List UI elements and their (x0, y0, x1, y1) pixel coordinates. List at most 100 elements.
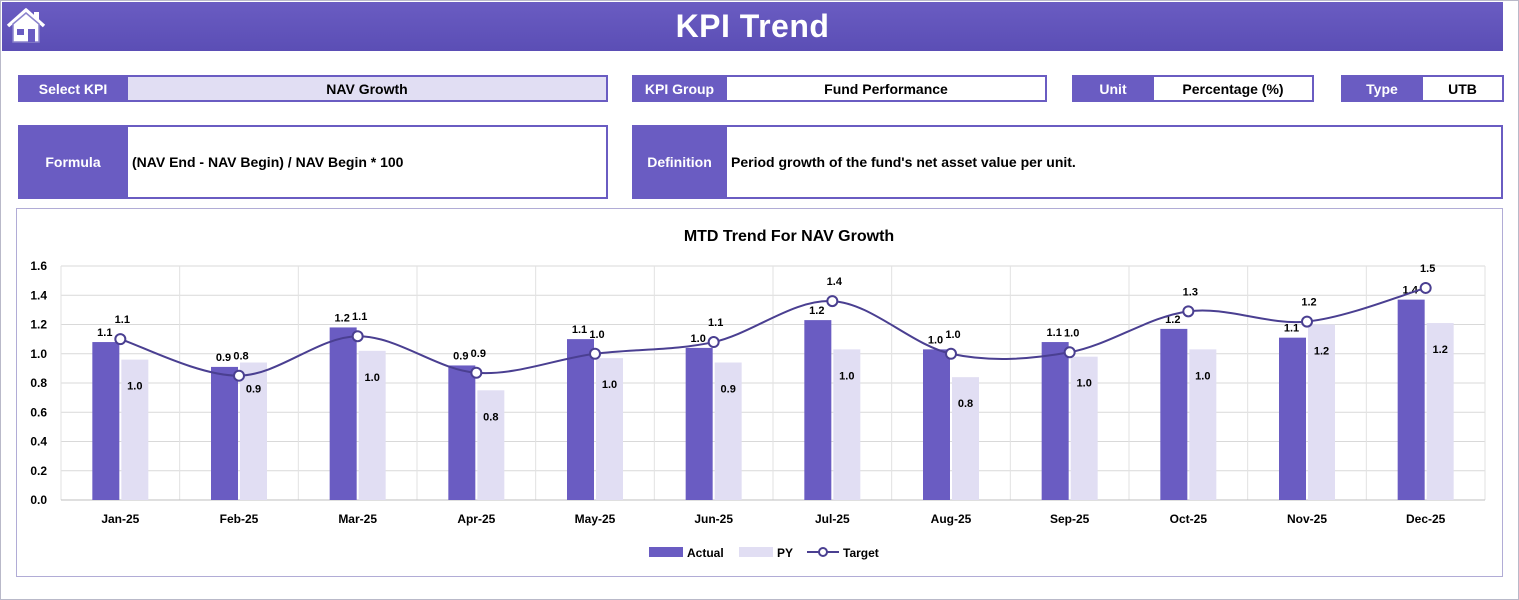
x-tick-label: Jun-25 (694, 512, 733, 526)
x-tick-label: Dec-25 (1406, 512, 1446, 526)
page-title: KPI Trend (675, 8, 830, 44)
label-py: 1.0 (1195, 370, 1210, 382)
select-kpi-group: Select KPI NAV Growth (18, 75, 608, 102)
type-label: Type (1341, 75, 1423, 102)
label-actual: 1.2 (809, 305, 824, 317)
label-py: 1.0 (602, 379, 617, 391)
bar-py (121, 359, 149, 500)
y-tick-label: 1.0 (30, 347, 47, 361)
x-tick-label: Mar-25 (338, 512, 377, 526)
y-tick-label: 1.2 (30, 318, 47, 332)
label-actual: 1.0 (691, 333, 706, 345)
target-point (1301, 315, 1313, 328)
bar-actual (1279, 337, 1306, 500)
bar-py (240, 362, 267, 500)
bar-py (1426, 323, 1454, 500)
formula-group: Formula (NAV End - NAV Begin) / NAV Begi… (18, 125, 608, 199)
x-tick-label: Nov-25 (1287, 512, 1327, 526)
label-target: 1.0 (945, 329, 960, 341)
bar-actual (804, 320, 832, 500)
target-point (470, 366, 483, 379)
target-point (1063, 346, 1076, 359)
label-actual: 1.1 (97, 327, 112, 339)
label-py: 0.9 (721, 384, 736, 396)
x-tick-label: Aug-25 (931, 512, 972, 526)
bar-actual (448, 365, 476, 500)
target-point (589, 347, 601, 360)
label-target: 0.8 (233, 351, 248, 363)
unit-group: Unit Percentage (%) (1072, 75, 1314, 102)
legend-label-target: Target (843, 546, 879, 560)
select-kpi-label: Select KPI (18, 75, 128, 102)
bar-actual (1397, 299, 1425, 500)
label-target: 0.9 (471, 348, 486, 360)
kpi-group-label: KPI Group (632, 75, 727, 102)
bar-py (952, 377, 979, 500)
bar-py (1070, 356, 1098, 500)
label-py: 1.0 (365, 372, 380, 384)
bar-actual (329, 327, 357, 500)
y-tick-label: 0.8 (30, 376, 47, 390)
label-target: 1.4 (827, 276, 843, 288)
bar-py (477, 390, 505, 500)
legend-swatch-py (739, 547, 773, 557)
formula-value: (NAV End - NAV Begin) / NAV Begin * 100 (128, 125, 608, 199)
target-point (1419, 281, 1432, 294)
bar-actual (923, 349, 950, 500)
x-tick-label: Feb-25 (220, 512, 259, 526)
y-tick-label: 1.4 (30, 288, 47, 302)
select-kpi-dropdown[interactable]: NAV Growth (128, 75, 608, 102)
definition-value: Period growth of the fund's net asset va… (727, 125, 1503, 199)
label-target: 1.5 (1420, 263, 1435, 275)
mtd-trend-chart: MTD Trend For NAV Growth 0.0 0.2 0.4 0.6 0.8 1… (30, 228, 1486, 560)
kpi-group-value: Fund Performance (727, 75, 1047, 102)
legend-label-py: PY (777, 546, 793, 560)
label-actual: 1.2 (335, 312, 350, 324)
label-actual: 0.9 (216, 352, 231, 364)
target-point (351, 330, 364, 343)
x-tick-label: Jan-25 (101, 512, 139, 526)
label-py: 0.8 (483, 411, 498, 423)
home-icon[interactable] (4, 4, 48, 46)
x-tick-label: Oct-25 (1170, 512, 1208, 526)
label-target: 1.3 (1183, 286, 1198, 298)
label-py: 1.0 (839, 370, 854, 382)
label-target: 1.1 (115, 314, 130, 326)
unit-value: Percentage (%) (1154, 75, 1314, 102)
label-actual: 1.1 (572, 324, 587, 336)
bar-py (714, 362, 742, 500)
bar-actual (567, 339, 594, 500)
label-actual: 0.9 (453, 350, 468, 362)
bar-py (358, 350, 386, 500)
label-actual: 1.1 (1047, 327, 1062, 339)
y-tick-label: 0.4 (30, 435, 47, 449)
type-value: UTB (1423, 75, 1504, 102)
header-bar: KPI Trend (2, 2, 1503, 51)
legend-swatch-target-marker (818, 547, 828, 557)
legend-label-actual: Actual (687, 546, 724, 560)
label-actual: 1.0 (928, 334, 943, 346)
label-actual: 1.1 (1284, 323, 1299, 335)
x-tick-label: Apr-25 (457, 512, 495, 526)
bar-actual (211, 366, 238, 500)
y-tick-label: 0.6 (30, 405, 47, 419)
unit-label: Unit (1072, 75, 1154, 102)
label-py: 1.2 (1314, 346, 1329, 358)
target-line (120, 286, 1426, 377)
label-py: 0.9 (246, 384, 261, 396)
y-tick-label: 1.6 (30, 259, 47, 273)
bar-actual (1041, 342, 1069, 500)
label-target: 1.1 (352, 311, 367, 323)
bar-actual (685, 347, 713, 500)
formula-label: Formula (18, 125, 128, 199)
bar-py (1189, 349, 1217, 500)
label-target: 1.0 (589, 329, 604, 341)
type-group: Type UTB (1341, 75, 1504, 102)
label-py: 1.0 (127, 381, 142, 393)
bar-actual (1160, 328, 1188, 500)
kpi-group-group: KPI Group Fund Performance (632, 75, 1047, 102)
definition-label: Definition (632, 125, 727, 199)
label-target: 1.2 (1301, 297, 1316, 309)
y-tick-label: 0.2 (30, 464, 47, 478)
x-tick-label: May-25 (575, 512, 616, 526)
